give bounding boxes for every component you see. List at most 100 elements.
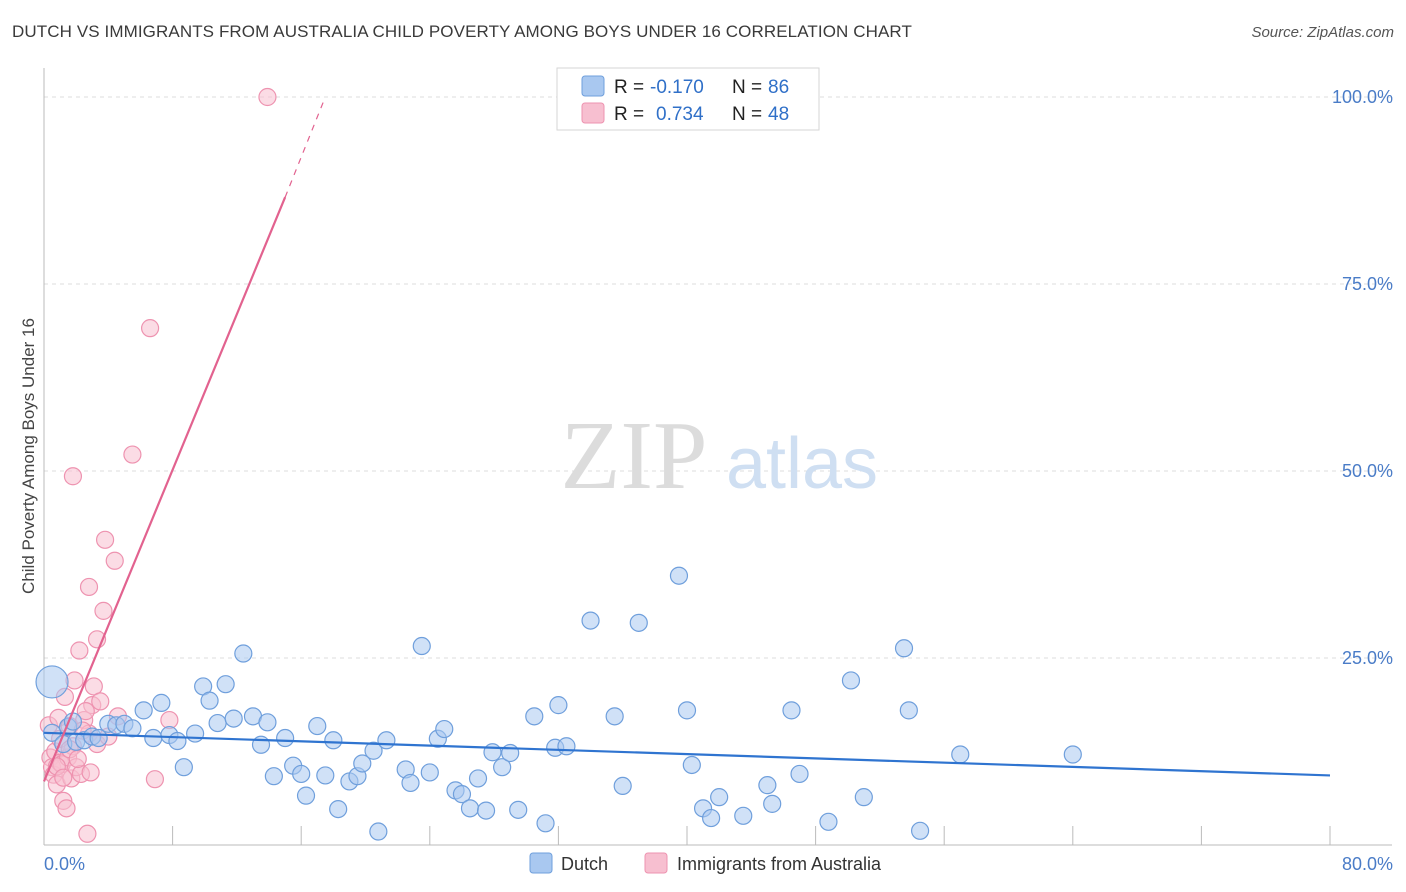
dutch-point bbox=[854, 788, 873, 807]
dutch-point bbox=[493, 758, 512, 777]
aus-point bbox=[57, 799, 76, 818]
legend-n-value-1: 86 bbox=[768, 77, 789, 98]
dutch-point bbox=[1063, 745, 1082, 764]
dutch-point bbox=[174, 758, 193, 777]
correlation-legend: R = -0.170 N = 86 R = 0.734 N = 48 bbox=[556, 67, 820, 131]
dutch-point bbox=[364, 741, 383, 760]
dutch-point bbox=[613, 776, 632, 796]
source-credit: Source: ZipAtlas.com bbox=[1251, 24, 1394, 41]
aus-point bbox=[63, 467, 83, 486]
aus-point bbox=[76, 702, 95, 721]
dutch-point bbox=[412, 636, 431, 656]
legend-swatch-dutch bbox=[581, 75, 605, 97]
dutch-point bbox=[200, 691, 219, 710]
dutch-point bbox=[581, 611, 600, 630]
bottom-legend-aus: Immigrants from Australia bbox=[677, 854, 882, 874]
aus-point bbox=[65, 671, 84, 690]
dutch-point bbox=[234, 644, 253, 663]
dutch-point bbox=[468, 769, 488, 788]
axes bbox=[43, 68, 1392, 846]
dutch-point bbox=[224, 709, 243, 728]
dutch-point bbox=[168, 731, 187, 751]
dutch-point bbox=[782, 701, 801, 720]
aus-point bbox=[84, 677, 103, 696]
aus-point bbox=[140, 319, 160, 338]
dutch-point bbox=[899, 701, 918, 720]
dutch-point bbox=[420, 763, 439, 782]
dutch-point bbox=[208, 713, 227, 733]
aus-point bbox=[95, 530, 115, 549]
dutch-point bbox=[377, 731, 396, 750]
dutch-point bbox=[677, 701, 697, 720]
dutch-point bbox=[483, 743, 502, 762]
dutch-point bbox=[353, 754, 372, 773]
dutch-point bbox=[841, 671, 861, 690]
bottom-legend-swatch-dutch bbox=[529, 852, 553, 874]
dutch-point bbox=[460, 799, 480, 818]
dutch-point bbox=[35, 665, 69, 699]
dutch-point bbox=[264, 767, 283, 786]
dutch-point bbox=[134, 701, 153, 720]
legend-r-label-2: R = bbox=[614, 104, 644, 125]
dutch-point bbox=[123, 719, 142, 738]
dutch-point bbox=[296, 786, 316, 805]
series-legend: Dutch Immigrants from Australia bbox=[529, 852, 882, 874]
aus-point bbox=[81, 763, 100, 782]
dutch-point bbox=[276, 728, 295, 748]
dutch-point bbox=[144, 728, 163, 748]
dutch-point bbox=[452, 785, 472, 804]
dutch-point bbox=[316, 766, 335, 785]
aus-trend-extension bbox=[284, 96, 326, 198]
dutch-point bbox=[758, 776, 777, 795]
aus-point bbox=[70, 641, 89, 660]
trend-lines bbox=[42, 96, 1331, 782]
aus-point bbox=[94, 601, 113, 620]
dutch-point bbox=[536, 814, 555, 833]
y-tick-label: 100.0% bbox=[1332, 87, 1393, 107]
aus-trend-line bbox=[42, 196, 287, 782]
dutch-point bbox=[682, 755, 701, 775]
legend-swatch-aus bbox=[581, 102, 605, 124]
dutch-point bbox=[790, 764, 809, 784]
aus-point bbox=[54, 768, 73, 787]
dutch-point bbox=[525, 707, 544, 726]
dutch-point bbox=[549, 696, 568, 715]
dutch-point bbox=[629, 613, 648, 632]
aus-point bbox=[78, 824, 97, 843]
dutch-point bbox=[329, 799, 348, 819]
x-tick-label-min: 0.0% bbox=[44, 854, 85, 874]
dutch-point bbox=[557, 737, 576, 756]
y-tick-label: 75.0% bbox=[1342, 274, 1393, 294]
dutch-point bbox=[476, 801, 496, 820]
dutch-point bbox=[186, 724, 205, 743]
dutch-point bbox=[401, 773, 420, 793]
aus-point bbox=[123, 445, 142, 464]
dutch-point bbox=[216, 675, 235, 694]
dutch-point bbox=[702, 808, 721, 828]
legend-r-value-1: -0.170 bbox=[650, 77, 704, 98]
x-tick-labels: 0.0% 80.0% bbox=[44, 854, 1393, 874]
aus-point bbox=[105, 551, 124, 570]
aus-point bbox=[91, 692, 110, 711]
x-tick-label-max: 80.0% bbox=[1342, 854, 1393, 874]
legend-n-value-2: 48 bbox=[768, 104, 789, 125]
dutch-point bbox=[292, 764, 311, 784]
watermark-atlas: atlas bbox=[726, 424, 878, 504]
dutch-point bbox=[152, 693, 171, 712]
dutch-point bbox=[763, 794, 782, 813]
dutch-point bbox=[910, 821, 930, 840]
dutch-point bbox=[819, 812, 838, 831]
bottom-legend-dutch: Dutch bbox=[561, 854, 608, 874]
dutch-point bbox=[509, 800, 528, 819]
y-tick-label: 50.0% bbox=[1342, 461, 1393, 481]
dutch-point bbox=[369, 822, 388, 841]
legend-r-value-2: 0.734 bbox=[656, 104, 704, 125]
watermark-zip: ZIP bbox=[561, 402, 708, 510]
dutch-point bbox=[951, 745, 970, 764]
dutch-point bbox=[669, 566, 689, 585]
dutch-point bbox=[894, 639, 914, 658]
dutch-point bbox=[605, 707, 624, 726]
dutch-trend-line bbox=[43, 731, 1331, 777]
legend-n-label-1: N = bbox=[732, 77, 762, 98]
dutch-point-group bbox=[35, 566, 1082, 841]
